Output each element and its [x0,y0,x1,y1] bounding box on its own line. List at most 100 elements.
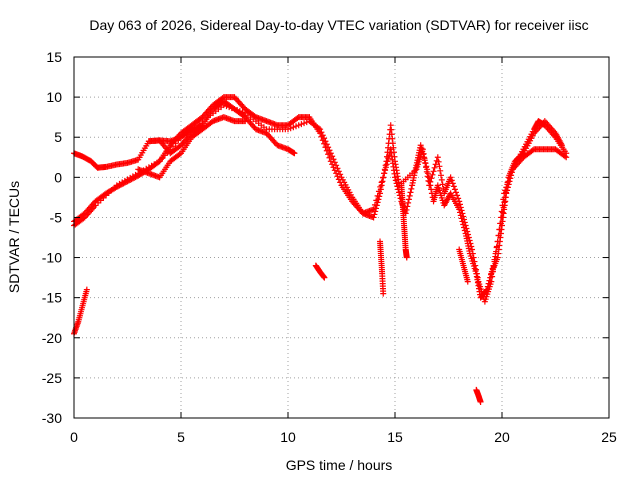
data-point [457,204,464,211]
data-point [469,246,476,253]
data-point [431,164,438,171]
data-point [428,175,435,182]
data-point [231,106,238,113]
data-point [405,199,412,206]
data-point [323,141,330,148]
data-point [226,104,233,111]
data-point [504,184,511,191]
data-point [489,273,496,280]
data-point [315,125,322,132]
data-point [466,237,473,244]
data-point [319,132,326,139]
data-point [373,205,380,212]
data-point [473,270,480,277]
data-point [465,231,472,238]
data-point [474,274,481,281]
data-point [430,168,437,175]
data-point [467,240,474,247]
data-point [161,152,168,159]
data-point [423,164,430,171]
data-point [459,210,466,217]
data-point [396,189,403,196]
data-point [236,108,243,115]
data-point [449,180,456,187]
data-point [321,274,328,281]
chart-title: Day 063 of 2026, Sidereal Day-to-day VTE… [89,17,588,33]
data-point [380,174,387,181]
data-point [461,216,468,223]
series-track-h [473,386,484,405]
data-point [529,147,536,154]
data-point [407,189,414,196]
data-point [408,185,415,192]
data-point [461,219,468,226]
data-point [499,209,506,216]
data-point [464,278,471,285]
data-point [290,124,297,131]
data-point [83,286,90,293]
data-point [434,154,441,161]
data-point [330,156,337,163]
series-track-d [135,114,249,181]
data-point [468,243,475,250]
data-point [239,109,246,116]
data-point [428,186,435,193]
series-track-i [377,238,387,297]
data-point [471,258,478,265]
data-point [404,203,411,210]
data-point [450,183,457,190]
y-tick-label: 0 [54,169,62,185]
data-point [326,147,333,154]
data-point [375,196,382,203]
data-point [423,168,430,175]
data-point [291,150,298,157]
data-point [488,278,495,285]
y-tick-label: -5 [50,209,63,225]
y-tick-label: 5 [54,129,62,145]
data-point [422,159,429,166]
data-point [417,142,424,149]
data-point [321,135,328,142]
data-point [380,290,387,297]
data-point [242,118,249,125]
data-point [561,153,568,160]
data-point [406,192,413,199]
data-points [71,94,570,405]
data-point [447,174,454,181]
data-point [424,173,431,180]
data-point [176,151,183,158]
data-point [220,102,227,109]
y-tick-label: -10 [42,250,62,266]
data-point [563,154,570,161]
data-point [439,181,446,188]
data-point [470,254,477,261]
series-track-j [398,182,410,261]
data-point [438,176,445,183]
data-point [403,254,410,261]
series-track-g [312,262,328,281]
series-track-k [456,246,471,285]
data-point [317,126,324,133]
data-point [371,211,378,218]
data-point [392,174,398,181]
data-point [377,190,384,197]
data-point [293,123,300,130]
data-point [455,195,462,202]
data-point [462,222,469,229]
x-tick-label: 20 [494,429,510,445]
data-point [469,250,476,257]
x-axis-label: GPS time / hours [286,457,393,473]
data-point [298,121,305,128]
data-point [329,153,336,160]
x-tick-label: 15 [387,429,403,445]
data-point [508,169,515,176]
data-point [435,158,442,165]
data-point [378,182,385,189]
data-point [426,182,433,189]
ticks: 0 5 10 15 20 25 15 10 5 0 -5 -10 -15 -20 -25 -30 [42,49,617,445]
data-point [325,144,332,151]
data-point [473,266,480,273]
y-tick-label: -30 [42,410,62,426]
data-point [372,208,379,215]
